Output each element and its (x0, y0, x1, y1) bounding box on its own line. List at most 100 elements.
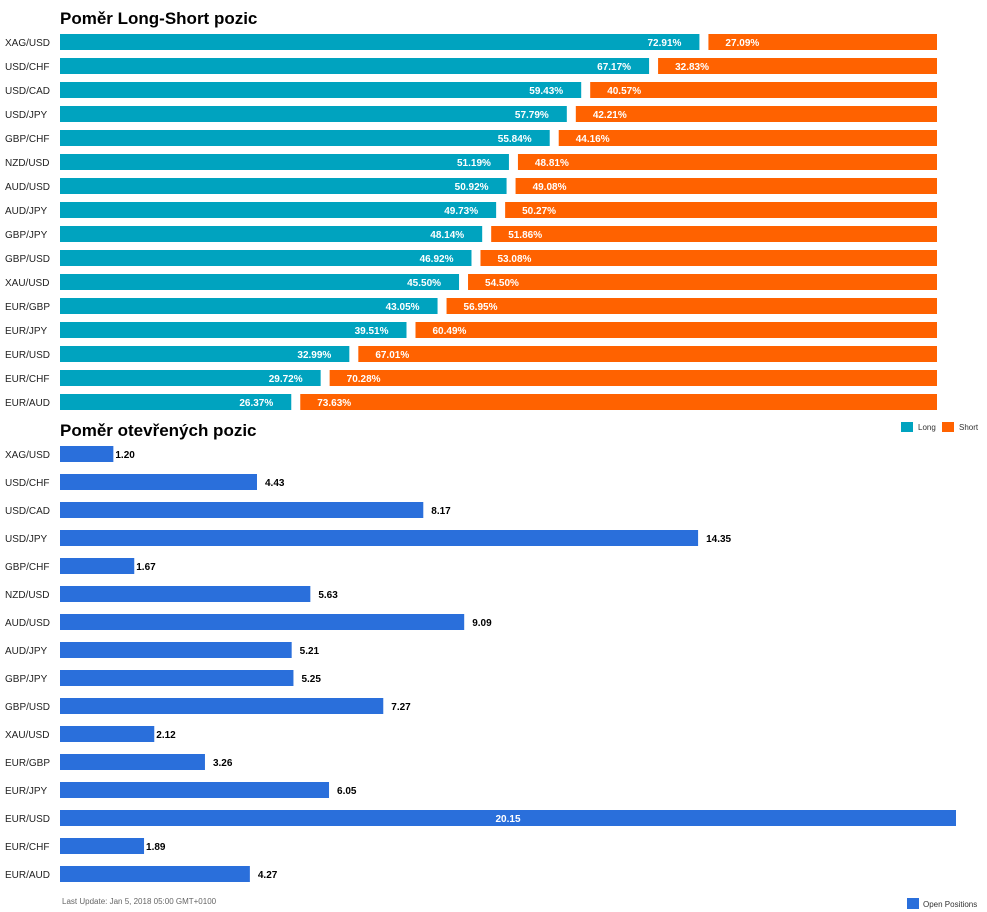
op-category-eur-usd: EUR/USD (5, 814, 50, 825)
open-bar-usd-cad (60, 502, 424, 518)
open-label-usd-jpy: 14.35 (706, 534, 731, 545)
long-bar-eur-jpy (60, 322, 407, 338)
short-label-eur-aud: 73.63% (317, 398, 351, 409)
op-category-gbp-chf: GBP/CHF (5, 562, 49, 573)
open-label-gbp-jpy: 5.25 (301, 674, 321, 685)
legend-open-positions-label: Open Positions (923, 900, 977, 909)
short-bar-aud-jpy (505, 202, 937, 218)
long-label-usd-chf: 67.17% (597, 62, 631, 73)
open-label-gbp-chf: 1.67 (136, 562, 156, 573)
op-category-eur-chf: EUR/CHF (5, 842, 49, 853)
op-category-eur-gbp: EUR/GBP (5, 758, 50, 769)
short-bar-eur-aud (300, 394, 937, 410)
ls-category-aud-usd: AUD/USD (5, 182, 50, 193)
op-category-gbp-jpy: GBP/JPY (5, 674, 48, 685)
ls-category-eur-jpy: EUR/JPY (5, 326, 48, 337)
short-bar-usd-chf (658, 58, 937, 74)
short-label-nzd-usd: 48.81% (535, 158, 569, 169)
long-label-eur-usd: 32.99% (297, 350, 331, 361)
open-bar-gbp-usd (60, 698, 384, 714)
short-bar-eur-chf (329, 370, 937, 386)
ls-category-eur-gbp: EUR/GBP (5, 302, 50, 313)
op-category-xau-usd: XAU/USD (5, 730, 49, 741)
op-category-usd-cad: USD/CAD (5, 506, 50, 517)
short-bar-gbp-usd (480, 250, 937, 266)
op-category-aud-usd: AUD/USD (5, 618, 50, 629)
ls-category-eur-usd: EUR/USD (5, 350, 50, 361)
op-category-gbp-usd: GBP/USD (5, 702, 50, 713)
ls-category-eur-chf: EUR/CHF (5, 374, 49, 385)
legend-long-label: Long (918, 423, 936, 432)
op-category-aud-jpy: AUD/JPY (5, 646, 48, 657)
short-label-aud-jpy: 50.27% (522, 206, 556, 217)
op-category-eur-aud: EUR/AUD (5, 870, 50, 881)
long-bar-gbp-jpy (60, 226, 483, 242)
ls-title: Poměr Long-Short pozic (60, 9, 257, 28)
long-label-eur-chf: 29.72% (269, 374, 303, 385)
open-bar-eur-aud (60, 866, 250, 882)
ls-category-gbp-chf: GBP/CHF (5, 134, 49, 145)
open-bar-gbp-jpy (60, 670, 294, 686)
long-label-aud-jpy: 49.73% (444, 206, 478, 217)
open-label-gbp-usd: 7.27 (391, 702, 411, 713)
op-title: Poměr otevřených pozic (60, 421, 257, 440)
short-bar-eur-usd (358, 346, 938, 362)
short-label-usd-chf: 32.83% (675, 62, 709, 73)
open-label-eur-jpy: 6.05 (337, 786, 357, 797)
long-label-nzd-usd: 51.19% (457, 158, 491, 169)
open-label-eur-usd: 20.15 (495, 814, 520, 825)
long-label-eur-gbp: 43.05% (386, 302, 420, 313)
op-category-nzd-usd: NZD/USD (5, 590, 49, 601)
short-label-eur-jpy: 60.49% (433, 326, 467, 337)
long-bar-eur-usd (60, 346, 350, 362)
open-bar-eur-jpy (60, 782, 330, 798)
long-bar-aud-usd (60, 178, 507, 194)
long-label-usd-jpy: 57.79% (515, 110, 549, 121)
short-bar-xau-usd (468, 274, 937, 290)
long-label-eur-aud: 26.37% (239, 398, 273, 409)
short-label-gbp-jpy: 51.86% (508, 230, 542, 241)
long-bar-usd-cad (60, 82, 582, 98)
long-label-usd-cad: 59.43% (529, 86, 563, 97)
long-bar-eur-chf (60, 370, 321, 386)
ls-category-usd-chf: USD/CHF (5, 62, 49, 73)
open-bar-xag-usd (60, 446, 114, 462)
short-label-usd-jpy: 42.21% (593, 110, 627, 121)
short-bar-eur-jpy (415, 322, 937, 338)
short-label-usd-cad: 40.57% (607, 86, 641, 97)
ls-category-aud-jpy: AUD/JPY (5, 206, 48, 217)
short-bar-gbp-jpy (491, 226, 937, 242)
ls-category-gbp-jpy: GBP/JPY (5, 230, 48, 241)
open-label-xag-usd: 1.20 (115, 450, 135, 461)
short-label-xag-usd: 27.09% (725, 38, 759, 49)
legend-short-swatch (942, 422, 954, 432)
last-update: Last Update: Jan 5, 2018 05:00 GMT+0100 (62, 897, 217, 906)
long-label-xau-usd: 45.50% (407, 278, 441, 289)
short-label-eur-gbp: 56.95% (464, 302, 498, 313)
ls-category-gbp-usd: GBP/USD (5, 254, 50, 265)
open-label-usd-cad: 8.17 (431, 506, 451, 517)
long-bar-nzd-usd (60, 154, 509, 170)
long-bar-xau-usd (60, 274, 460, 290)
open-bar-gbp-chf (60, 558, 135, 574)
open-bar-usd-jpy (60, 530, 699, 546)
open-label-aud-jpy: 5.21 (300, 646, 320, 657)
long-bar-eur-aud (60, 394, 292, 410)
long-label-xag-usd: 72.91% (647, 38, 681, 49)
long-bar-gbp-chf (60, 130, 550, 146)
short-label-eur-usd: 67.01% (375, 350, 409, 361)
long-label-gbp-chf: 55.84% (498, 134, 532, 145)
legend-short-label: Short (959, 423, 979, 432)
short-bar-eur-gbp (446, 298, 937, 314)
op-category-eur-jpy: EUR/JPY (5, 786, 48, 797)
long-label-eur-jpy: 39.51% (355, 326, 389, 337)
op-category-xag-usd: XAG/USD (5, 450, 50, 461)
short-bar-nzd-usd (517, 154, 937, 170)
open-positions-chart: XAG/USD 1.20 USD/CHF 4.43 USD/CAD 8.17 USD/JPY… (5, 446, 956, 882)
open-label-eur-aud: 4.27 (258, 870, 278, 881)
short-label-eur-chf: 70.28% (347, 374, 381, 385)
open-bar-eur-usd (60, 810, 956, 826)
open-label-usd-chf: 4.43 (265, 478, 285, 489)
short-label-gbp-chf: 44.16% (576, 134, 610, 145)
open-bar-xau-usd (60, 726, 155, 742)
